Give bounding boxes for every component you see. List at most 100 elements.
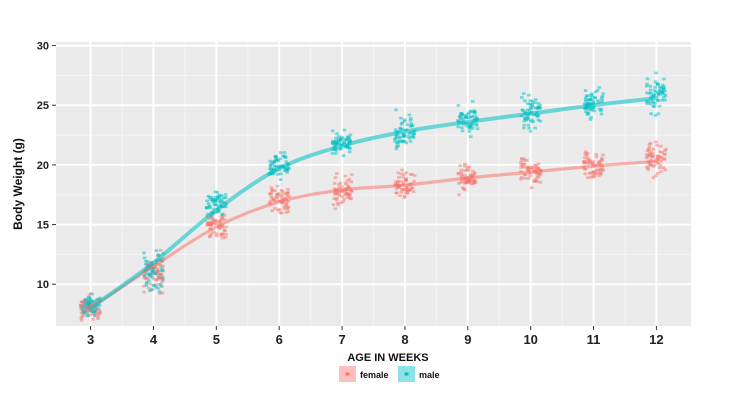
point-male: [654, 71, 658, 75]
point-female: [456, 171, 461, 175]
point-male: [92, 314, 97, 318]
point-male: [473, 110, 477, 114]
point-male: [207, 196, 212, 199]
point-female: [269, 186, 274, 190]
point-female: [586, 176, 590, 180]
point-female: [398, 194, 402, 197]
point-male: [158, 283, 162, 286]
point-female: [221, 225, 225, 229]
point-female: [332, 197, 336, 200]
point-male: [153, 272, 157, 276]
x-tick-label: 6: [276, 332, 283, 347]
point-female: [458, 164, 463, 167]
x-tick-label: 5: [213, 332, 220, 347]
point-female: [586, 162, 591, 165]
point-male: [592, 109, 597, 113]
point-female: [402, 194, 407, 198]
point-female: [224, 232, 228, 236]
point-male: [86, 303, 90, 306]
point-female: [282, 207, 287, 211]
point-female: [411, 190, 416, 194]
point-male: [404, 141, 408, 145]
point-female: [594, 155, 599, 159]
point-male: [276, 172, 280, 176]
point-male: [218, 200, 222, 204]
point-male: [584, 100, 588, 103]
point-male: [270, 162, 274, 166]
point-female: [345, 192, 350, 196]
point-female: [280, 193, 284, 197]
point-female: [583, 152, 588, 156]
point-male: [522, 119, 526, 123]
point-female: [538, 173, 543, 176]
point-female: [333, 176, 338, 179]
point-male: [334, 142, 338, 146]
point-female: [279, 195, 284, 199]
x-tick-label: 12: [649, 332, 663, 347]
point-male: [394, 147, 399, 151]
point-male: [601, 92, 605, 96]
point-female: [519, 177, 523, 181]
point-female: [158, 292, 162, 295]
point-female: [465, 166, 470, 169]
point-female: [155, 270, 160, 273]
point-female: [536, 175, 541, 179]
point-female: [286, 188, 290, 191]
x-tick-label: 9: [464, 332, 471, 347]
x-tick-label: 3: [87, 332, 94, 347]
point-female: [659, 170, 663, 174]
point-female: [336, 203, 341, 207]
point-male: [597, 86, 602, 89]
point-female: [349, 197, 353, 200]
point-male: [148, 272, 152, 276]
point-female: [526, 166, 531, 169]
point-female: [335, 192, 340, 196]
x-tick-label: 11: [587, 332, 601, 347]
legend-label-female: female: [360, 370, 389, 380]
point-female: [402, 172, 406, 176]
point-female: [659, 156, 664, 160]
point-female: [221, 236, 225, 240]
point-male: [467, 111, 471, 115]
point-female: [350, 173, 354, 177]
point-male: [214, 199, 219, 203]
point-female: [152, 277, 156, 281]
point-female: [588, 159, 593, 163]
point-male: [653, 80, 658, 84]
point-male: [474, 122, 478, 126]
point-female: [654, 140, 658, 144]
point-female: [144, 277, 148, 281]
point-female: [526, 177, 531, 180]
point-male: [348, 138, 352, 142]
point-male: [656, 91, 660, 95]
y-axis-title: Body Weight (g): [11, 138, 25, 230]
point-male: [599, 112, 604, 116]
point-male: [409, 117, 413, 120]
point-female: [597, 167, 602, 171]
point-female: [659, 144, 663, 148]
point-male: [522, 123, 527, 127]
point-female: [466, 179, 470, 182]
point-male: [648, 88, 653, 92]
point-female: [461, 186, 465, 190]
y-tick-label: 20: [37, 160, 49, 172]
point-female: [341, 200, 345, 203]
point-female: [273, 206, 277, 210]
point-female: [333, 192, 337, 196]
point-male: [470, 100, 475, 103]
point-male: [223, 193, 228, 196]
point-male: [528, 99, 533, 102]
point-female: [394, 191, 399, 195]
point-male: [526, 102, 530, 106]
point-female: [350, 190, 354, 193]
point-female: [656, 162, 661, 165]
point-male: [409, 122, 414, 125]
point-male: [335, 132, 339, 136]
point-female: [403, 188, 408, 191]
point-male: [160, 266, 164, 270]
point-female: [659, 159, 664, 163]
point-female: [656, 154, 660, 158]
point-female: [209, 223, 214, 227]
point-female: [224, 225, 228, 229]
